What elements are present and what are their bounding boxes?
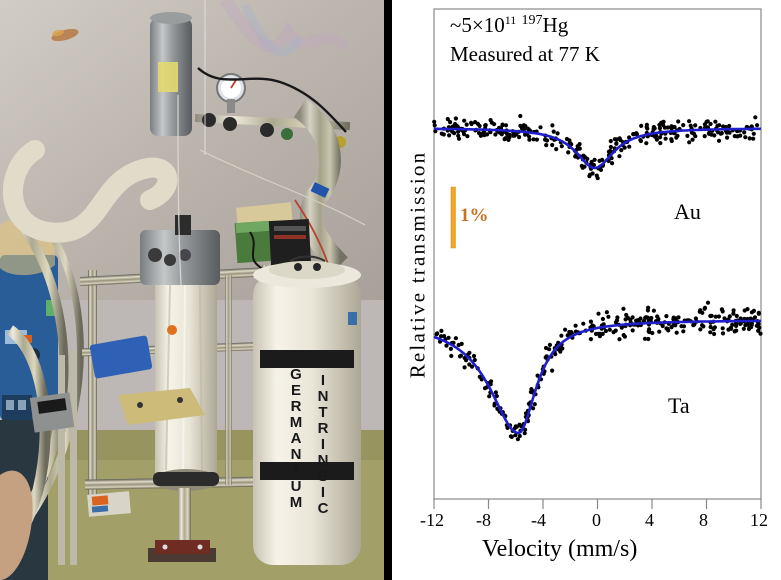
svg-text:N: N: [318, 388, 329, 405]
svg-text:I: I: [321, 372, 325, 389]
svg-text:N: N: [291, 446, 302, 463]
svg-text:M: M: [290, 414, 303, 431]
svg-text:R: R: [318, 420, 329, 437]
svg-text:E: E: [291, 382, 301, 399]
svg-text:C: C: [318, 500, 329, 517]
svg-text:I: I: [321, 484, 325, 501]
svg-text:G: G: [290, 366, 302, 383]
svg-text:T: T: [318, 404, 327, 421]
svg-text:S: S: [318, 468, 328, 485]
svg-text:A: A: [291, 430, 302, 447]
svg-text:N: N: [318, 452, 329, 469]
svg-text:U: U: [291, 478, 302, 495]
svg-text:I: I: [294, 462, 298, 479]
svg-text:I: I: [321, 436, 325, 453]
svg-text:M: M: [290, 494, 303, 511]
svg-text:R: R: [291, 398, 302, 415]
